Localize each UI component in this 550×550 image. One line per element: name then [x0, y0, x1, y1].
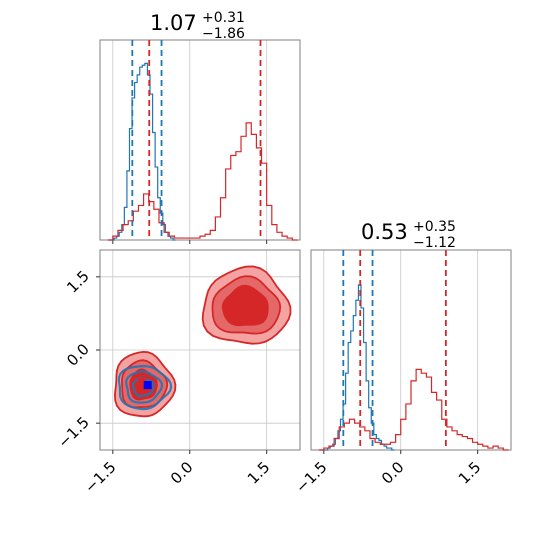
marker-0 — [234, 293, 243, 302]
contour-blue-level-0 — [117, 364, 173, 411]
x-tick-label-left: −1.5 — [81, 458, 119, 496]
title-param1: 1.07 +0.31 −1.86 — [150, 10, 245, 42]
y-tick-label: 0.0 — [63, 340, 93, 370]
marker-1 — [254, 313, 263, 322]
plot-frame — [310, 249, 512, 451]
x-tick-label-left: 1.5 — [244, 458, 274, 488]
x-tick-label-right: −1.5 — [292, 458, 330, 496]
x-tick-label-right: 1.5 — [455, 458, 485, 488]
histogram-series-1 — [318, 368, 509, 451]
panel-joint-contour — [96, 249, 301, 454]
title-param1-value: 1.07 — [150, 11, 197, 35]
x-tick-label-right: 0.0 — [378, 458, 408, 488]
title-param1-minus: −1.86 — [202, 26, 245, 42]
marker-2 — [138, 377, 147, 386]
panel-param1-marginal — [99, 39, 301, 244]
plot-frame — [99, 39, 301, 241]
title-param1-plus: +0.31 — [202, 10, 245, 26]
marker-3 — [143, 381, 152, 390]
histogram-series-1 — [107, 122, 298, 241]
x-tick-label-left: 0.0 — [167, 458, 197, 488]
histogram-series-0 — [319, 284, 395, 451]
title-param2-minus: −1.12 — [413, 235, 456, 251]
panel-param2-marginal — [310, 249, 512, 454]
y-tick-label: −1.5 — [54, 413, 92, 451]
title-param2-value: 0.53 — [361, 220, 408, 244]
contour-blue-level-2 — [131, 376, 156, 398]
contour-blue-level-1 — [124, 370, 164, 404]
y-tick-label: 1.5 — [63, 267, 93, 297]
title-param2-plus: +0.35 — [413, 219, 456, 235]
histogram-series-0 — [108, 62, 176, 241]
title-param2: 0.53 +0.35 −1.12 — [361, 219, 456, 251]
